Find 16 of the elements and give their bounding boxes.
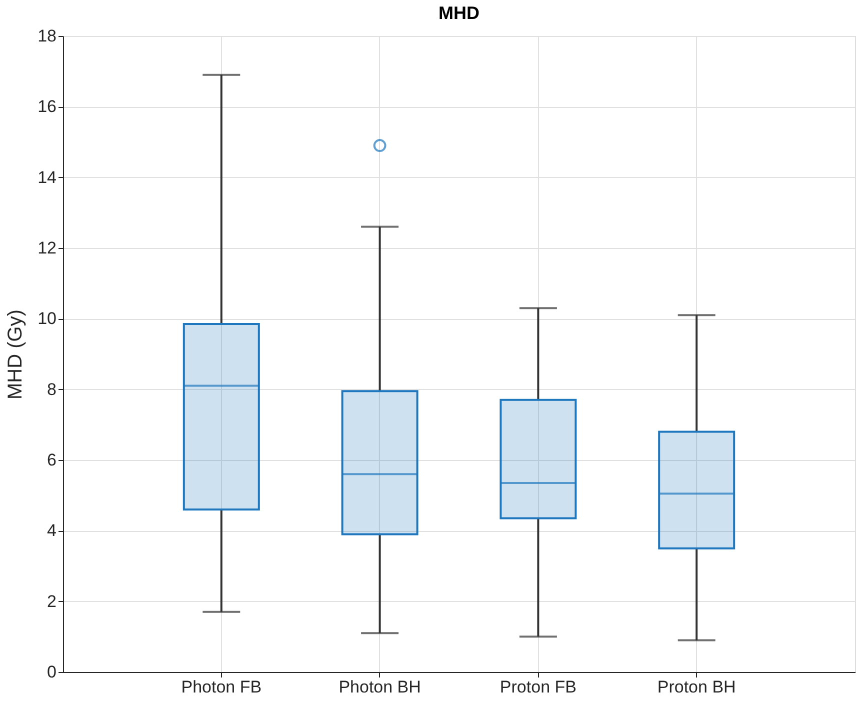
y-tick-label: 18 — [38, 26, 56, 46]
y-tick-label: 4 — [47, 521, 56, 540]
x-tick-label: Proton FB — [500, 678, 576, 696]
y-tick-label: 2 — [47, 592, 56, 611]
x-tick-label: Photon BH — [338, 678, 421, 696]
y-tick-label: 8 — [47, 380, 56, 399]
y-tick-label: 14 — [38, 168, 56, 187]
y-tick-label: 16 — [38, 97, 56, 116]
y-tick-label: 12 — [38, 238, 56, 258]
y-tick-label: 0 — [47, 662, 56, 682]
x-tick-label: Photon FB — [181, 678, 262, 696]
y-tick-label: 10 — [38, 309, 56, 328]
chart-title: MHD — [438, 3, 480, 23]
y-tick-label: 6 — [47, 450, 56, 470]
y-axis-title: MHD (Gy) — [4, 310, 27, 400]
x-tick-label: Proton BH — [657, 678, 736, 696]
